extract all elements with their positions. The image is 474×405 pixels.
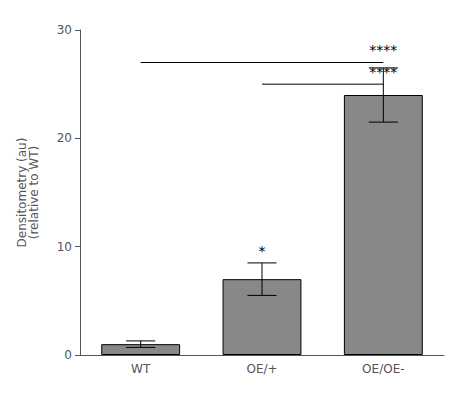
- svg-text:****: ****: [369, 64, 397, 80]
- svg-text:10: 10: [57, 240, 72, 254]
- svg-text:0: 0: [64, 348, 72, 362]
- svg-text:OE/+: OE/+: [246, 362, 277, 376]
- svg-text:WT: WT: [131, 362, 151, 376]
- svg-text:OE/OE-: OE/OE-: [362, 362, 404, 376]
- svg-text:(relative to WT): (relative to WT): [27, 146, 41, 240]
- svg-text:30: 30: [57, 23, 72, 37]
- svg-text:*: *: [259, 243, 266, 259]
- svg-text:20: 20: [57, 131, 72, 145]
- svg-text:Densitometry (au): Densitometry (au): [15, 137, 29, 248]
- svg-text:****: ****: [369, 42, 397, 58]
